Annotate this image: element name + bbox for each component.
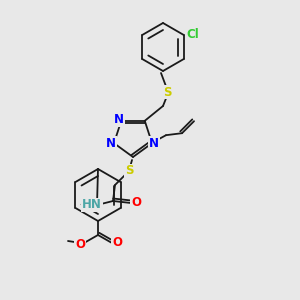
Text: O: O: [131, 196, 141, 209]
Text: S: S: [163, 85, 171, 98]
Text: HN: HN: [82, 199, 102, 212]
Text: O: O: [75, 238, 85, 250]
Text: S: S: [125, 164, 133, 178]
Text: N: N: [114, 113, 124, 126]
Text: O: O: [112, 236, 122, 250]
Text: Cl: Cl: [186, 28, 199, 40]
Text: N: N: [149, 137, 159, 150]
Text: N: N: [106, 137, 116, 150]
